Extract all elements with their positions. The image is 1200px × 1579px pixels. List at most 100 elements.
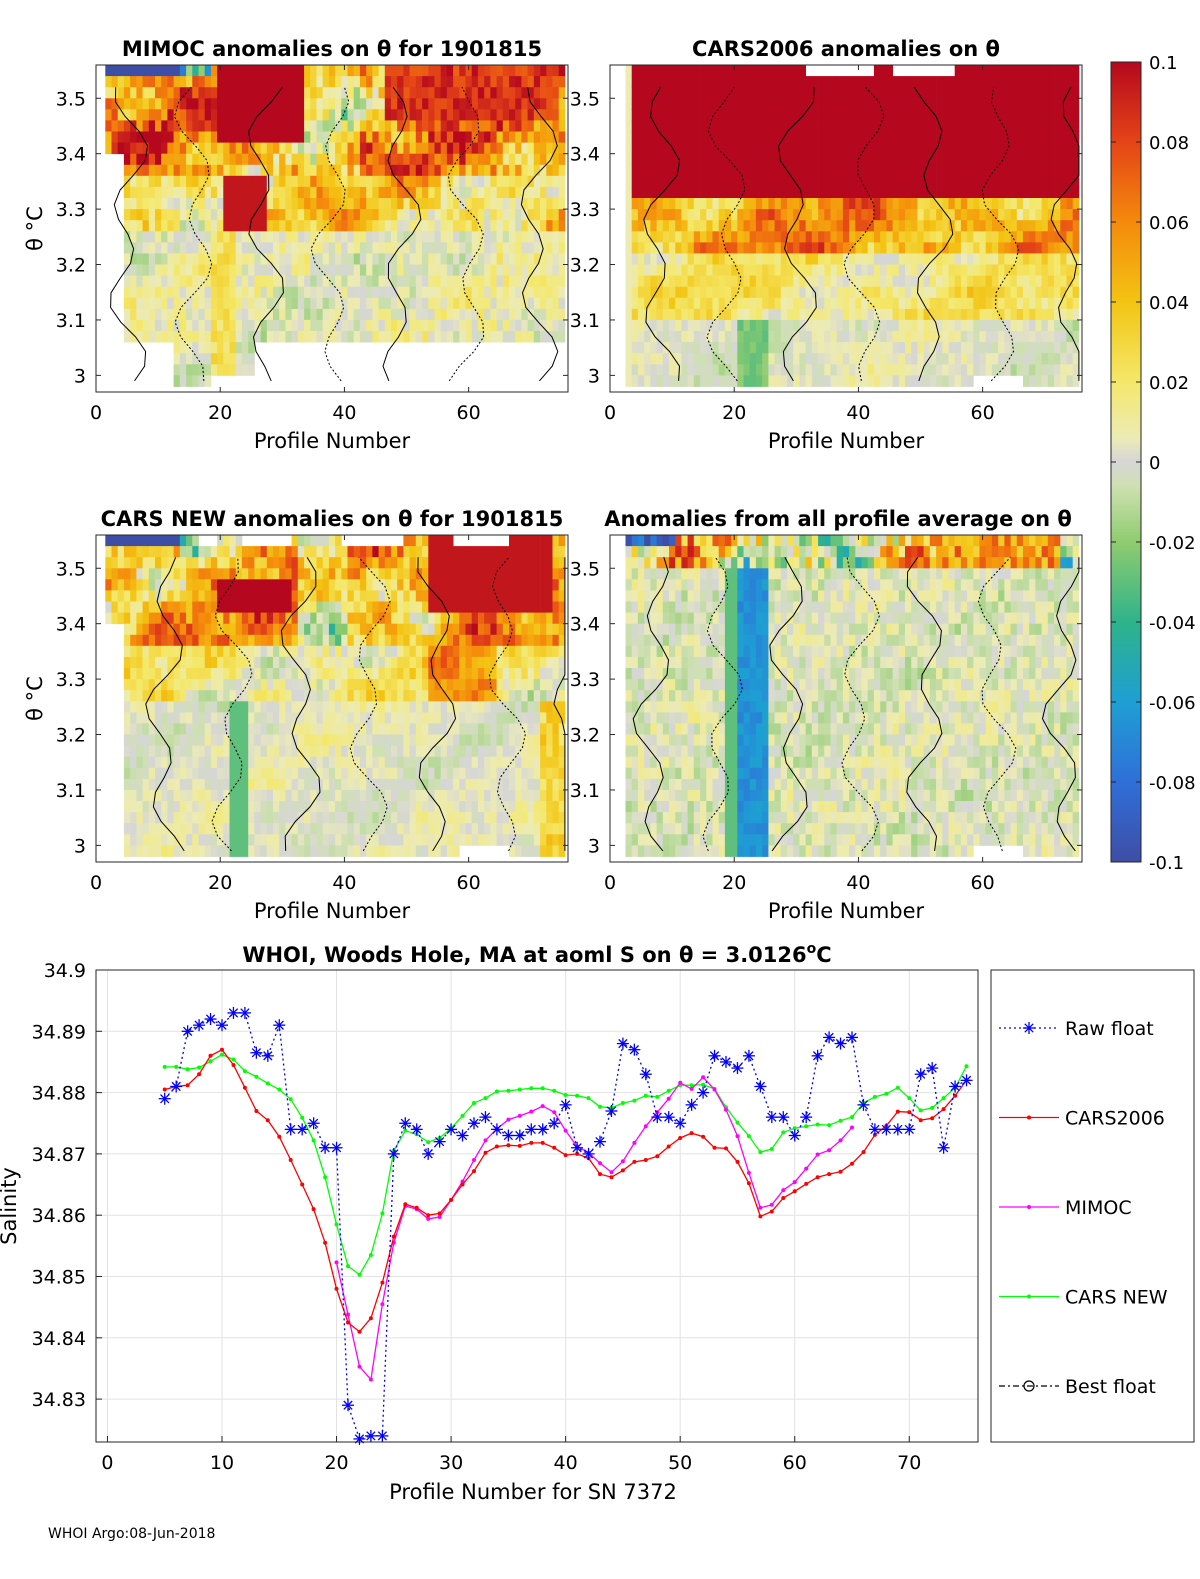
- heatmap-cell: [205, 98, 212, 110]
- heatmap-cell: [706, 187, 713, 199]
- heatmap-cell: [843, 342, 850, 354]
- heatmap-cell: [254, 253, 261, 265]
- heatmap-cell: [744, 353, 751, 365]
- heatmap-cell: [973, 242, 980, 254]
- heatmap-cell: [980, 143, 987, 155]
- heatmap-cell: [669, 276, 676, 288]
- heatmap-cell: [986, 276, 993, 288]
- heatmap-cell: [317, 132, 324, 144]
- heatmap-cell: [1017, 265, 1024, 277]
- heatmap-cell: [186, 746, 193, 758]
- heatmap-cell: [1042, 154, 1049, 166]
- heatmap-cell: [942, 120, 949, 131]
- heatmap-cell: [706, 65, 713, 77]
- heatmap-cell: [837, 187, 844, 199]
- heatmap-cell: [980, 109, 987, 121]
- heatmap-cell: [799, 298, 806, 310]
- heatmap-cell: [509, 276, 516, 288]
- heatmap-cell: [267, 298, 274, 310]
- heatmap-cell: [497, 187, 504, 199]
- heatmap-cell: [1054, 176, 1061, 188]
- heatmap-cell: [694, 309, 701, 321]
- heatmap-cell: [242, 187, 249, 199]
- heatmap-cell: [521, 231, 528, 243]
- heatmap-cell: [657, 220, 664, 232]
- heatmap-cell: [528, 253, 535, 265]
- y-tick-label: 3.4: [56, 144, 86, 166]
- heatmap-cell: [180, 231, 187, 243]
- heatmap-cell: [341, 253, 348, 265]
- heatmap-cell: [155, 143, 162, 155]
- heatmap-cell: [1004, 187, 1011, 199]
- heatmap-cell: [515, 298, 522, 310]
- heatmap-cell: [174, 579, 181, 591]
- heatmap-cell: [893, 364, 900, 376]
- heatmap-cell: [372, 331, 379, 343]
- heatmap-cell: [484, 65, 491, 77]
- heatmap-cell: [1073, 287, 1080, 299]
- heatmap-cell: [955, 87, 962, 99]
- heatmap-cell: [1054, 342, 1061, 354]
- heatmap-cell: [397, 109, 404, 121]
- heatmap-cell: [124, 845, 131, 857]
- heatmap-cell: [323, 757, 330, 769]
- heatmap-cell: [124, 657, 131, 669]
- heatmap-cell: [180, 535, 187, 547]
- heatmap-cell: [155, 690, 162, 702]
- heatmap-cell: [644, 353, 651, 365]
- heatmap-cell: [936, 375, 943, 387]
- heatmap-cell: [410, 132, 417, 144]
- heatmap-cell: [484, 143, 491, 155]
- heatmap-cell: [905, 176, 912, 188]
- heatmap-cell: [285, 812, 292, 824]
- heatmap-cell: [515, 253, 522, 265]
- heatmap-cell: [793, 87, 800, 99]
- heatmap-cell: [329, 109, 336, 121]
- heatmap-cell: [1004, 109, 1011, 121]
- heatmap-cell: [744, 120, 751, 131]
- heatmap-cell: [211, 276, 218, 288]
- heatmap-cell: [174, 712, 181, 724]
- heatmap-cell: [416, 143, 423, 155]
- heatmap-cell: [192, 209, 199, 221]
- heatmap-cell: [484, 253, 491, 265]
- heatmap-cell: [323, 143, 330, 155]
- heatmap-cell: [459, 98, 466, 110]
- heatmap-cell: [155, 757, 162, 769]
- heatmap-cell: [973, 120, 980, 131]
- heatmap-cell: [335, 220, 342, 232]
- heatmap-cell: [267, 690, 274, 702]
- heatmap-cell: [372, 109, 379, 121]
- heatmap-cell: [167, 331, 174, 343]
- heatmap-cell: [868, 265, 875, 277]
- heatmap-cell: [360, 298, 367, 310]
- heatmap-cell: [217, 679, 224, 691]
- heatmap-cell: [428, 231, 435, 243]
- heatmap-cell: [503, 265, 510, 277]
- heatmap-cell: [924, 220, 931, 232]
- heatmap-cell: [428, 320, 435, 332]
- heatmap-cell: [737, 342, 744, 354]
- heatmap-cell: [955, 98, 962, 110]
- heatmap-cell: [787, 154, 794, 166]
- heatmap-cell: [230, 320, 237, 332]
- heatmap-cell: [105, 546, 112, 558]
- heatmap-cell: [310, 276, 317, 288]
- heatmap-cell: [768, 65, 775, 77]
- heatmap-cell: [874, 120, 881, 131]
- heatmap-cell: [849, 220, 856, 232]
- heatmap-cell: [546, 198, 553, 210]
- heatmap-cell: [955, 342, 962, 354]
- heatmap-cell: [961, 309, 968, 321]
- heatmap-cell: [186, 87, 193, 99]
- heatmap-cell: [236, 590, 243, 602]
- heatmap-cell: [242, 823, 249, 835]
- heatmap-cell: [509, 76, 516, 88]
- heatmap-cell: [230, 613, 237, 625]
- heatmap-cell: [1048, 120, 1055, 131]
- heatmap-cell: [1042, 109, 1049, 121]
- heatmap-cell: [955, 187, 962, 199]
- heatmap-cell: [242, 98, 249, 110]
- heatmap-cell: [174, 375, 181, 387]
- heatmap-cell: [775, 375, 782, 387]
